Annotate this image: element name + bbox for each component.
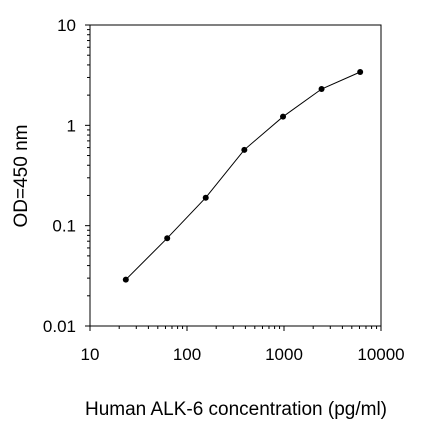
y-tick-label: 0.1	[52, 217, 76, 236]
plot-frame	[89, 24, 382, 327]
data-point	[318, 86, 325, 93]
data-point	[357, 69, 364, 76]
y-tick-label: 0.01	[43, 317, 76, 336]
x-axis-title: Human ALK-6 concentration (pg/ml)	[85, 399, 387, 420]
x-tick-label: 10000	[357, 345, 404, 364]
data-point	[202, 194, 209, 201]
x-axis-ticks: 10 100 1000 10000	[81, 326, 405, 364]
data-point	[122, 276, 129, 283]
y-axis-title: OD=450 nm	[11, 125, 32, 228]
series-line	[125, 71, 361, 280]
y-tick-label: 10	[57, 16, 76, 35]
series-layer	[122, 69, 364, 283]
x-tick-label: 10	[81, 345, 100, 364]
data-point	[164, 235, 171, 242]
data-point	[241, 146, 248, 153]
x-tick-label: 100	[173, 345, 201, 364]
x-tick-label: 1000	[265, 345, 303, 364]
y-tick-label: 1	[67, 116, 76, 135]
y-axis-ticks: 0.01 0.1 1 10	[43, 16, 90, 336]
data-point	[280, 113, 287, 120]
